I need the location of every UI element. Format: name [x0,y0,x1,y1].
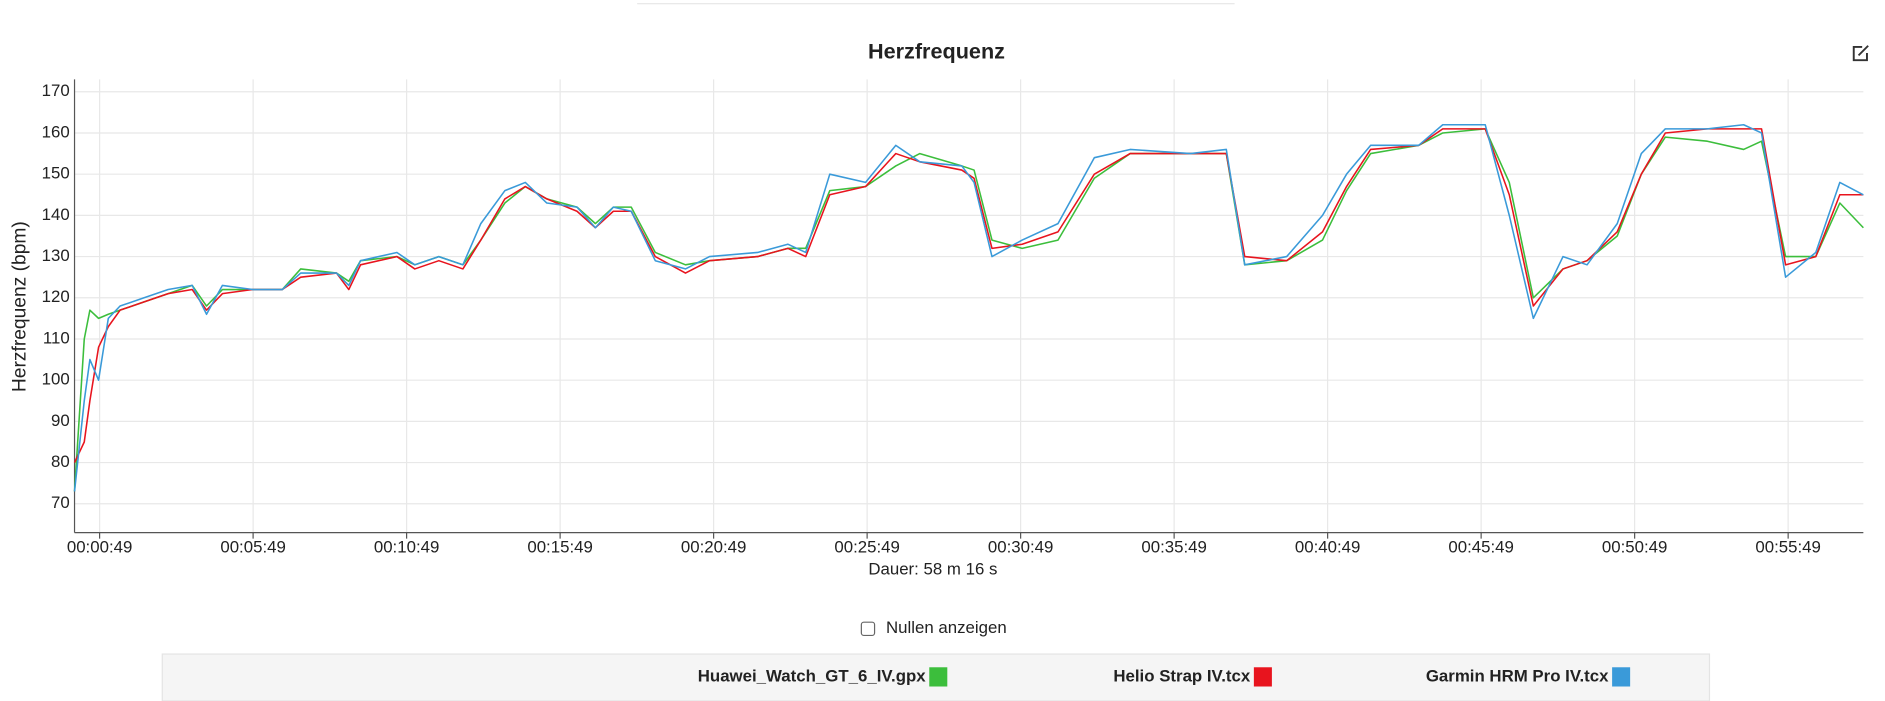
x-tick-label: 00:30:49 [988,538,1054,557]
x-tick-label: 00:00:49 [67,538,133,557]
chart-title: Herzfrequenz [868,39,1005,64]
x-tick-label: 00:25:49 [834,538,900,557]
x-tick-label: 00:35:49 [1141,538,1207,557]
y-tick-label: 100 [42,370,70,389]
y-tick-label: 170 [42,81,70,100]
edit-icon-pen[interactable] [1857,45,1869,57]
series-line [73,128,1864,463]
y-axis-label: Herzfrequenz (bpm) [10,221,31,392]
y-tick-label: 140 [42,205,70,224]
y-tick-label: 130 [42,246,70,265]
y-tick-label: 90 [51,411,70,430]
y-tick-label: 80 [51,452,70,471]
legend-label[interactable]: Helio Strap IV.tcx [1113,666,1251,685]
legend-label[interactable]: Garmin HRM Pro IV.tcx [1426,666,1609,685]
edit-icon-box[interactable] [1852,45,1868,62]
x-tick-label: 00:45:49 [1448,538,1514,557]
x-tick-label: 00:15:49 [527,538,593,557]
show-zeros-control[interactable]: Nullen anzeigen [860,618,1007,637]
checkbox[interactable] [860,621,876,637]
legend-label[interactable]: Huawei_Watch_GT_6_IV.gpx [698,666,927,685]
legend-swatch[interactable] [1612,667,1631,687]
y-tick-label: 70 [51,493,70,512]
x-tick-label: 00:40:49 [1295,538,1361,557]
x-tick-label: 00:50:49 [1602,538,1668,557]
edit-icon[interactable] [1852,45,1869,62]
x-tick-label: 00:10:49 [374,538,440,557]
checkbox-label[interactable]: Nullen anzeigen [886,618,1007,637]
y-tick-label: 110 [43,328,70,347]
y-tick-label: 120 [42,287,70,306]
y-tick-label: 160 [42,122,70,141]
series-line [73,128,1864,492]
x-axis-label: Dauer: 58 m 16 s [868,559,997,578]
legend-swatch[interactable] [1253,667,1272,687]
series-line [73,123,1864,492]
y-tick-label: 150 [42,164,70,183]
x-tick-label: 00:55:49 [1755,538,1821,557]
x-tick-label: 00:20:49 [681,538,747,557]
x-tick-label: 00:05:49 [220,538,286,557]
legend-swatch[interactable] [929,667,948,687]
